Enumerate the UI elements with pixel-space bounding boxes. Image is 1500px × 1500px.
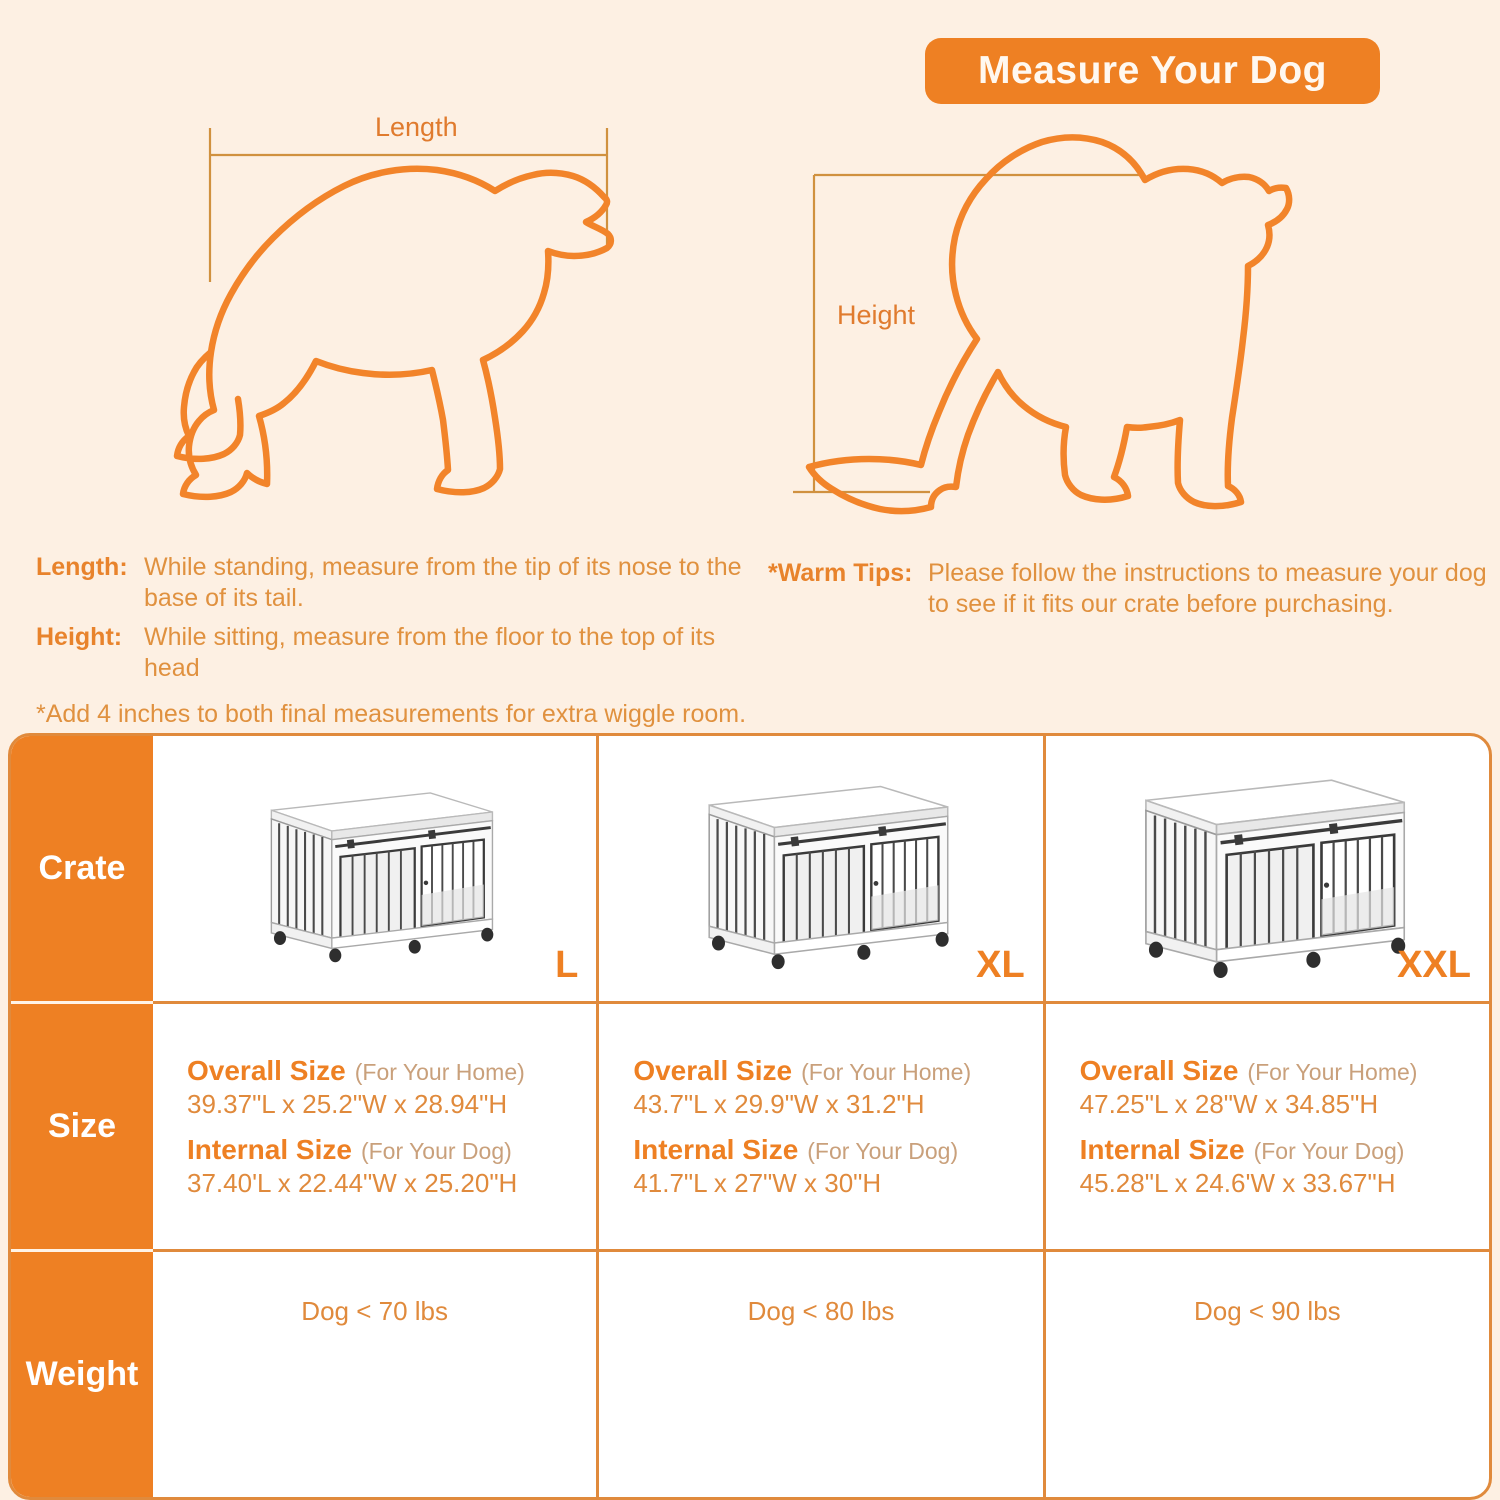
dog-crate-icon (1145, 778, 1406, 978)
size-cell-l: Overall Size (For Your Home) 39.37"L x 2… (153, 1004, 600, 1249)
instruction-length-row: Length: While standing, measure from the… (36, 552, 756, 613)
overall-size-heading-l: Overall Size (For Your Home) (187, 1055, 596, 1087)
height-dimension-label: Height (827, 300, 926, 331)
weight-cell-l: Dog < 70 lbs (153, 1252, 600, 1497)
internal-size-paren: (For Your Dog) (1253, 1137, 1405, 1164)
internal-size-label: Internal Size (633, 1133, 799, 1165)
size-cell-xl: Overall Size (For Your Home) 43.7"L x 29… (599, 1004, 1046, 1249)
row-header-size: Size (11, 1004, 153, 1252)
internal-size-heading-xl: Internal Size (For Your Dog) (633, 1134, 1042, 1166)
overall-size-value-xl: 43.7"L x 29.9"W x 31.2"H (633, 1088, 925, 1119)
standing-dog-silhouette (173, 165, 615, 501)
table-body: L (153, 736, 1489, 1497)
internal-size-value-xxl: 45.28"L x 24.6'W x 33.67"H (1079, 1167, 1396, 1198)
overall-size-value-xxl: 47.25"L x 28"W x 34.85"H (1079, 1088, 1379, 1119)
overall-size-label: Overall Size (187, 1054, 346, 1086)
internal-size-paren: (For Your Dog) (360, 1137, 512, 1164)
overall-size-heading-xxl: Overall Size (For Your Home) (1080, 1055, 1489, 1087)
overall-size-value-l: 39.37"L x 25.2"W x 28.94"H (187, 1088, 508, 1119)
internal-size-label: Internal Size (1079, 1133, 1245, 1165)
table-row-crate: L (153, 736, 1489, 1004)
overall-size-label: Overall Size (633, 1054, 793, 1086)
internal-size-value-xl: 41.7"L x 27"W x 30"H (633, 1167, 882, 1198)
weight-value-xxl: Dog < 90 lbs (1193, 1296, 1341, 1326)
internal-size-heading-xxl: Internal Size (For Your Dog) (1080, 1134, 1489, 1166)
overall-size-heading-xl: Overall Size (For Your Home) (633, 1055, 1042, 1087)
warm-tips-text: Please follow the instructions to measur… (928, 559, 1487, 618)
internal-size-value-l: 37.40'L x 22.44"W x 25.20"H (187, 1167, 518, 1198)
overall-size-paren: (For Your Home) (354, 1058, 525, 1085)
crate-image-xl (599, 736, 1042, 1001)
warm-tips-key: *Warm Tips: (768, 559, 913, 587)
badge-label: Measure Your Dog (978, 49, 1327, 92)
measuring-instructions: Length: While standing, measure from the… (36, 552, 756, 730)
size-comparison-table: Crate Size Weight (8, 733, 1492, 1500)
instruction-height-text: While sitting, measure from the floor to… (144, 623, 716, 682)
dog-crate-icon (270, 791, 493, 962)
overall-size-paren: (For Your Home) (801, 1058, 972, 1085)
row-header-crate: Crate (11, 736, 153, 1004)
crate-cell-xl: XL (599, 736, 1046, 1001)
crate-image-xxl (1046, 736, 1489, 1001)
measurement-diagram: Length Height (0, 0, 1500, 545)
internal-size-paren: (For Your Dog) (807, 1137, 959, 1164)
size-tag-xl: XL (976, 944, 1025, 986)
table-row-header-column: Crate Size Weight (11, 736, 153, 1497)
length-dimension-label: Length (365, 112, 468, 143)
crate-cell-l: L (153, 736, 600, 1001)
instruction-height-row: Height: While sitting, measure from the … (36, 622, 756, 683)
instruction-length-key: Length: (36, 553, 128, 581)
crate-cell-xxl: XXL (1046, 736, 1489, 1001)
weight-cell-xxl: Dog < 90 lbs (1046, 1252, 1489, 1497)
table-row-weight: Dog < 70 lbs Dog < 80 lbs Dog < 90 lbs (153, 1252, 1489, 1497)
size-tag-xxl: XXL (1397, 944, 1471, 986)
overall-size-label: Overall Size (1079, 1054, 1239, 1086)
instruction-length-text: While standing, measure from the tip of … (144, 553, 742, 612)
weight-value-xl: Dog < 80 lbs (747, 1296, 895, 1326)
warm-tips: *Warm Tips: Please follow the instructio… (768, 558, 1488, 620)
weight-value-l: Dog < 70 lbs (301, 1296, 449, 1326)
overall-size-paren: (For Your Home) (1247, 1058, 1418, 1085)
size-tag-l: L (555, 944, 579, 986)
weight-cell-xl: Dog < 80 lbs (599, 1252, 1046, 1497)
instruction-note: *Add 4 inches to both final measurements… (36, 700, 747, 728)
internal-size-heading-l: Internal Size (For Your Dog) (187, 1134, 596, 1166)
crate-image-l (153, 736, 596, 1001)
size-cell-xxl: Overall Size (For Your Home) 47.25"L x 2… (1046, 1004, 1489, 1249)
internal-size-label: Internal Size (187, 1133, 352, 1165)
row-header-weight: Weight (11, 1252, 153, 1497)
table-row-size: Overall Size (For Your Home) 39.37"L x 2… (153, 1004, 1489, 1252)
sitting-dog-silhouette (805, 134, 1293, 515)
measure-your-dog-badge: Measure Your Dog (925, 38, 1380, 104)
height-measure-guide (793, 173, 1140, 494)
instruction-height-key: Height: (36, 623, 123, 651)
dog-crate-icon (708, 785, 949, 970)
